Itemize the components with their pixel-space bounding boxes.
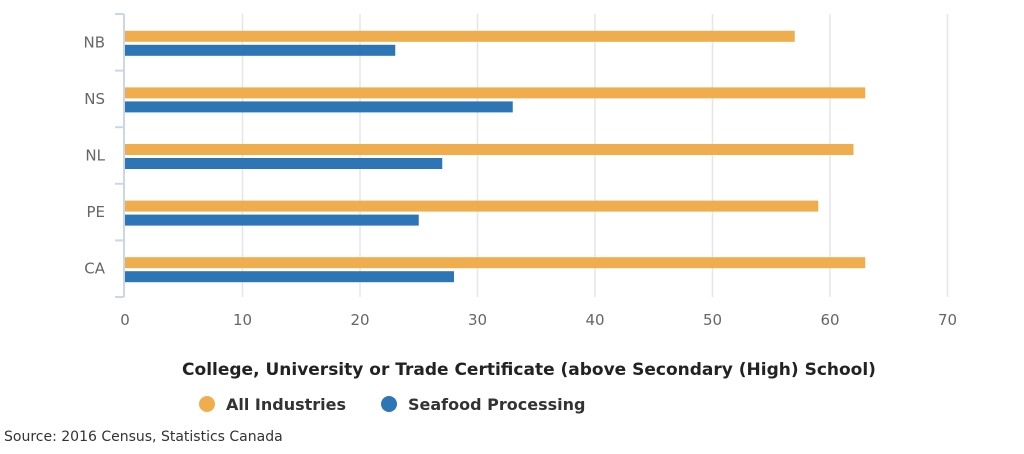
bar-seafood-processing-ns[interactable] xyxy=(125,101,513,113)
y-tick-label-ns: NS xyxy=(84,90,105,108)
x-tick-label-10: 10 xyxy=(233,311,252,329)
legend-marker-seafood-processing xyxy=(381,396,397,412)
bar-seafood-processing-nb[interactable] xyxy=(125,44,396,56)
bar-all-industries-nb[interactable] xyxy=(125,30,795,42)
y-tick-label-nb: NB xyxy=(83,33,105,51)
x-tick-label-60: 60 xyxy=(820,311,839,329)
legend-label-seafood-processing[interactable]: Seafood Processing xyxy=(408,395,585,414)
legend: All Industries Seafood Processing xyxy=(199,395,585,414)
legend-label-all-industries[interactable]: All Industries xyxy=(226,395,346,414)
grid-layer xyxy=(241,14,949,297)
y-tick-label-pe: PE xyxy=(86,203,105,221)
bar-seafood-processing-pe[interactable] xyxy=(125,214,419,226)
bar-all-industries-ns[interactable] xyxy=(125,87,866,99)
bar-seafood-processing-nl[interactable] xyxy=(125,158,443,169)
bar-seafood-processing-ca[interactable] xyxy=(125,271,454,283)
legend-marker-all-industries xyxy=(199,396,215,412)
x-tick-label-30: 30 xyxy=(468,311,487,329)
axis-layer: 0 10 20 30 40 50 60 70 NB NS NL PE CA xyxy=(83,13,957,329)
x-tick-label-0: 0 xyxy=(120,311,130,329)
x-tick-label-70: 70 xyxy=(938,311,957,329)
y-tick-label-nl: NL xyxy=(85,147,105,165)
x-axis-title: College, University or Trade Certificate… xyxy=(182,360,876,380)
y-tick-label-ca: CA xyxy=(84,260,105,278)
bars-layer xyxy=(125,30,866,283)
x-tick-label-40: 40 xyxy=(585,311,604,329)
x-tick-label-50: 50 xyxy=(703,311,722,329)
source-note: Source: 2016 Census, Statistics Canada xyxy=(4,429,283,445)
bar-all-industries-nl[interactable] xyxy=(125,144,854,155)
bar-all-industries-pe[interactable] xyxy=(125,200,819,212)
x-tick-label-20: 20 xyxy=(350,311,369,329)
bar-all-industries-ca[interactable] xyxy=(125,257,866,269)
